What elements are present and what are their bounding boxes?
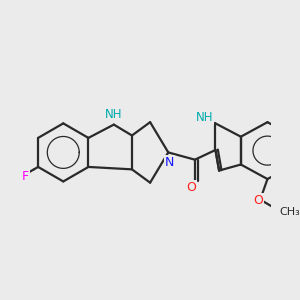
Text: CH₃: CH₃ bbox=[279, 207, 300, 217]
Text: F: F bbox=[22, 169, 29, 182]
Text: NH: NH bbox=[105, 108, 123, 121]
Text: O: O bbox=[253, 194, 263, 207]
Text: N: N bbox=[165, 156, 174, 169]
Text: O: O bbox=[186, 181, 196, 194]
Text: NH: NH bbox=[196, 111, 213, 124]
